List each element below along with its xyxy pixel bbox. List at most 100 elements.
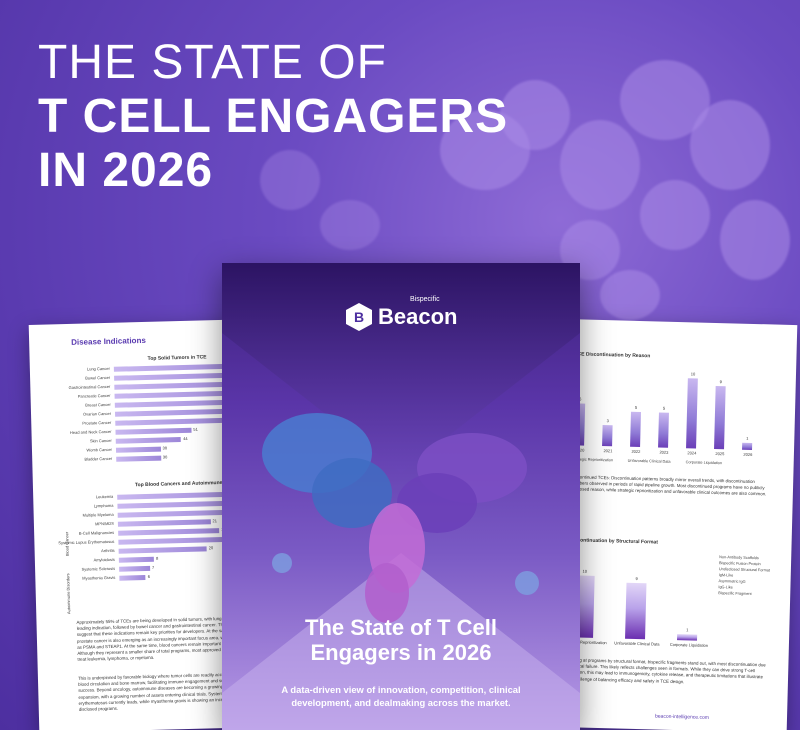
chart-row-label: Gastrointestinal Cancer [68,383,111,390]
chart-row-label: Lung Cancer [86,365,110,372]
format-total-label: 1 [686,627,689,633]
right-paragraph-1: Discontinued TCEs: Discontinuation patte… [570,474,767,497]
right-paragraph-2: Looking at programs by structural format… [565,657,766,684]
chart-row-bar [117,519,211,527]
discontinuation-by-format-chart: 10 Strategic Reprioritization 9 Unfavorable… [563,319,797,648]
beacon-logo: B Bispecific Beacon [346,296,458,331]
legend2-item: Non-Antibody Scaffolds [719,555,759,561]
year-total-label: 3 [606,418,609,424]
logo-hexagon-icon: B [346,303,372,331]
chart-row-label: Pancreatic Cancer [77,392,111,399]
cover-bottom-x [222,553,580,730]
cover-title-line-2: Engagers in 2026 [310,640,492,665]
legend2-item: Undisclosed Structural Format [718,567,770,573]
chart-row-label: Arthritis [101,547,115,554]
legend2-item: Bispecific Fragment [718,591,752,597]
chart-row-bar [116,455,161,462]
chart2-title: Top Blood Cancers and Autoimmune [134,479,223,489]
year-axis-label: 2021 [603,448,613,454]
chart-row-bar [115,417,229,426]
chart-row-value: 21 [212,518,217,524]
chart-row-bar [115,446,161,453]
brand-name: Beacon [378,304,458,329]
chart-row-bar [118,536,238,545]
chart-row-bar [118,546,207,554]
year-bar [742,442,753,450]
brand-small: Bispecific [410,296,440,303]
chart-row-label: Ovarian Cancer [82,410,112,417]
chart1-title: Top Solid Tumors in TCE [147,354,207,362]
chart-row-label: Lymphoma [93,502,114,509]
chart-row-label: Bowel Cancer [85,374,111,381]
headline: THE STATE OF T CELL ENGAGERS IN 2026 [38,36,508,197]
headline-line-2: T CELL ENGAGERS [38,89,509,143]
chart-row-label: Myasthenia Gravis [82,574,116,581]
year-bar [658,412,669,448]
chart-row-value: 30 [162,445,168,451]
chart-row-label: Multiple Myeloma [82,511,114,518]
chart4-title: Discontinuation by Structural Format [569,537,658,546]
year-axis-label: 2023 [659,449,669,455]
chart-row-label: Systemic Lupus Erythematosus [58,538,115,546]
cover-graphic [222,263,580,730]
cover-title: The State of T Cell Engagers in 2026 [222,615,580,665]
headline-line-1: THE STATE OF [38,36,387,89]
chart-row-label: Bladder Cancer [84,455,113,462]
format-bar [677,633,698,641]
chart-row-value: 7 [151,564,155,570]
format-total-label: 10 [582,568,588,574]
chart-row-label: MPN/MDS [94,520,114,527]
year-axis-label: 2026 [743,451,753,457]
format-bar [625,582,647,640]
report-cover: B Bispecific Beacon The State of T Cell … [222,263,580,730]
headline-line-3: IN 2026 [38,143,214,197]
year-bar [686,378,698,449]
footer-link[interactable]: beacon-intelligence.com [654,713,709,721]
legend2-item: IgG-Like [718,585,733,590]
chart-row-label: Systemic Sclerosis [81,565,116,572]
chart-row-value: 20 [208,545,214,551]
chart-row-label: B-Cell Malignancies [78,529,115,536]
chart3-title: TCE Discontinuation by Reason [574,351,651,360]
year-axis-label: 2025 [715,451,725,457]
legend2-item: Asymmetric IgG [718,579,746,584]
cover-top-x [222,263,580,473]
chart-row-bar [114,408,235,417]
year-total-label: 9 [719,379,722,385]
year-bar [602,425,613,447]
chart-row-value: 51 [193,426,198,432]
year-total-label: 1 [746,435,749,441]
year-bar [714,385,726,450]
legend1-item-3: Corporate Liquidation [685,460,723,466]
discontinuation-by-reason-chart: 620203202152022520231020249202512026 [565,319,797,457]
year-total-label: 5 [662,405,666,411]
format-total-label: 9 [635,576,638,582]
solid-tumor-chart: Lung Cancer Bowel Cancer Gastrointestinal … [29,319,255,462]
year-total-label: 10 [690,371,696,377]
chart-row-value: 8 [156,555,159,561]
cover-description: A data-driven view of innovation, compet… [281,684,521,708]
chart-row-label: Prostate Cancer [82,419,112,426]
year-bar [630,411,641,448]
group-label-autoimmune: Autoimmune Disorders [65,573,72,615]
chart-row-label: Amyloidosis [93,556,115,563]
chart-row-label: Womb Cancer [86,446,113,453]
chart-row-value: 30 [162,454,168,460]
chart-row-bar [118,528,220,536]
legend1-item-2: Unfavorable Clinical Data [627,458,671,464]
chart-row-bar [119,575,146,581]
chart-row-value: 44 [183,435,188,441]
antibody-illustration [262,413,539,623]
right-report-page: TCE Discontinuation by Reason 6202032021… [554,319,798,730]
format-axis-label: Corporate Liquidation [669,641,709,648]
legend2-item: Bispecific Fusion Protein [718,561,761,567]
chart-row-label: Head and Neck Cancer [69,428,112,435]
chart-row-bar [115,427,192,435]
cover-title-line-1: The State of T Cell [305,615,497,640]
legend2-item: IgM-Like [718,573,734,578]
chart-row-label: Breast Cancer [85,401,111,408]
year-total-label: 5 [634,404,638,410]
chart-row-bar [119,565,151,572]
chart-row-bar [115,437,182,444]
chart-row-bar [118,556,155,563]
